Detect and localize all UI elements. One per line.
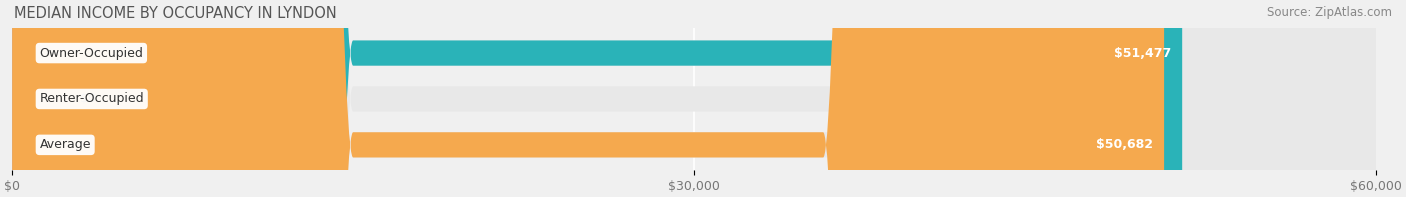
Text: Average: Average	[39, 138, 91, 151]
Text: Source: ZipAtlas.com: Source: ZipAtlas.com	[1267, 6, 1392, 19]
FancyBboxPatch shape	[13, 0, 69, 197]
FancyBboxPatch shape	[13, 0, 1164, 197]
FancyBboxPatch shape	[13, 0, 1376, 197]
FancyBboxPatch shape	[13, 0, 1182, 197]
Text: MEDIAN INCOME BY OCCUPANCY IN LYNDON: MEDIAN INCOME BY OCCUPANCY IN LYNDON	[14, 6, 337, 21]
Text: $0: $0	[80, 92, 97, 105]
Text: Renter-Occupied: Renter-Occupied	[39, 92, 143, 105]
Text: $50,682: $50,682	[1095, 138, 1153, 151]
FancyBboxPatch shape	[13, 0, 1376, 197]
FancyBboxPatch shape	[13, 0, 1376, 197]
Text: Owner-Occupied: Owner-Occupied	[39, 46, 143, 59]
Text: $51,477: $51,477	[1114, 46, 1171, 59]
